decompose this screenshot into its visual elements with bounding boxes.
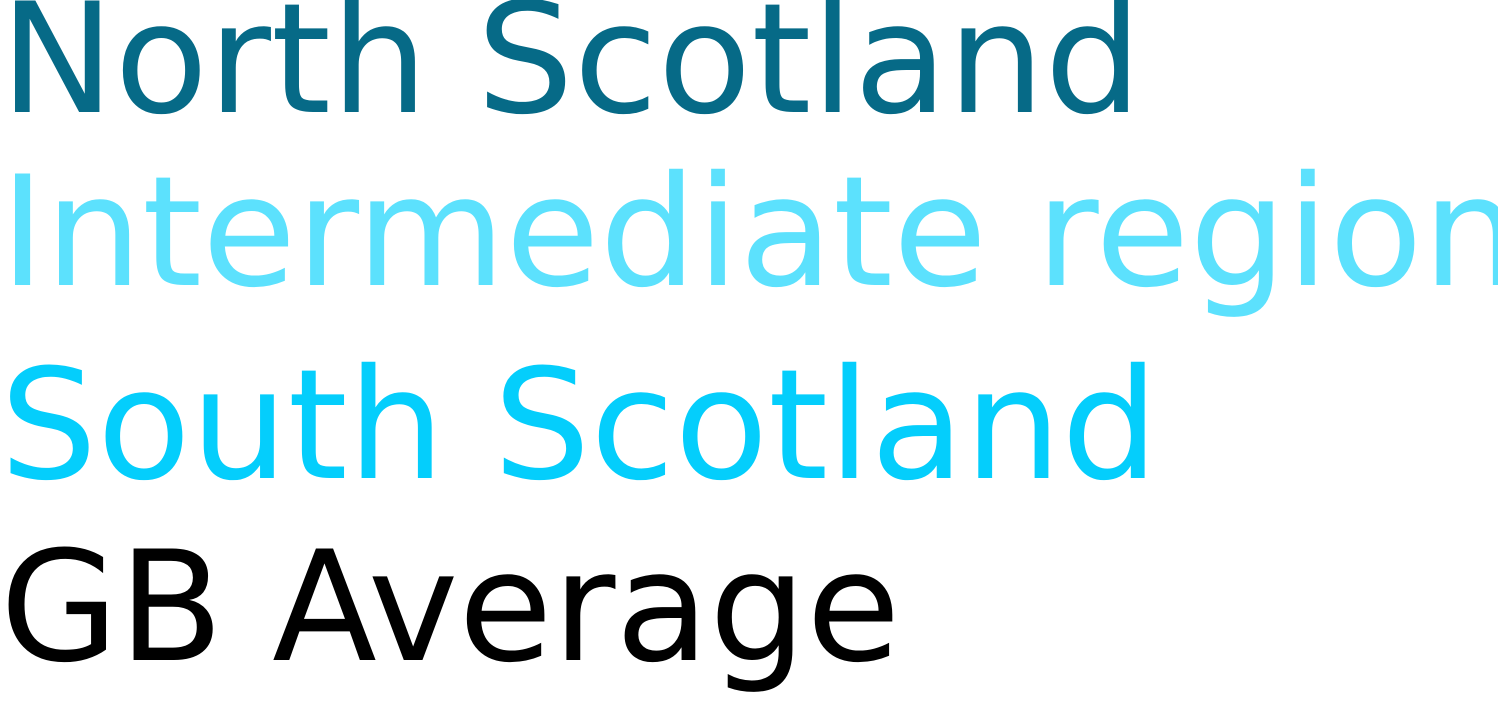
legend-entry-intermediate-region: Intermediate region xyxy=(0,144,1498,322)
legend-entry-north-scotland: North Scotland xyxy=(0,0,1142,149)
legend-entry-gb-average: GB Average xyxy=(0,519,901,697)
legend-entry-south-scotland: South Scotland xyxy=(0,337,1159,515)
